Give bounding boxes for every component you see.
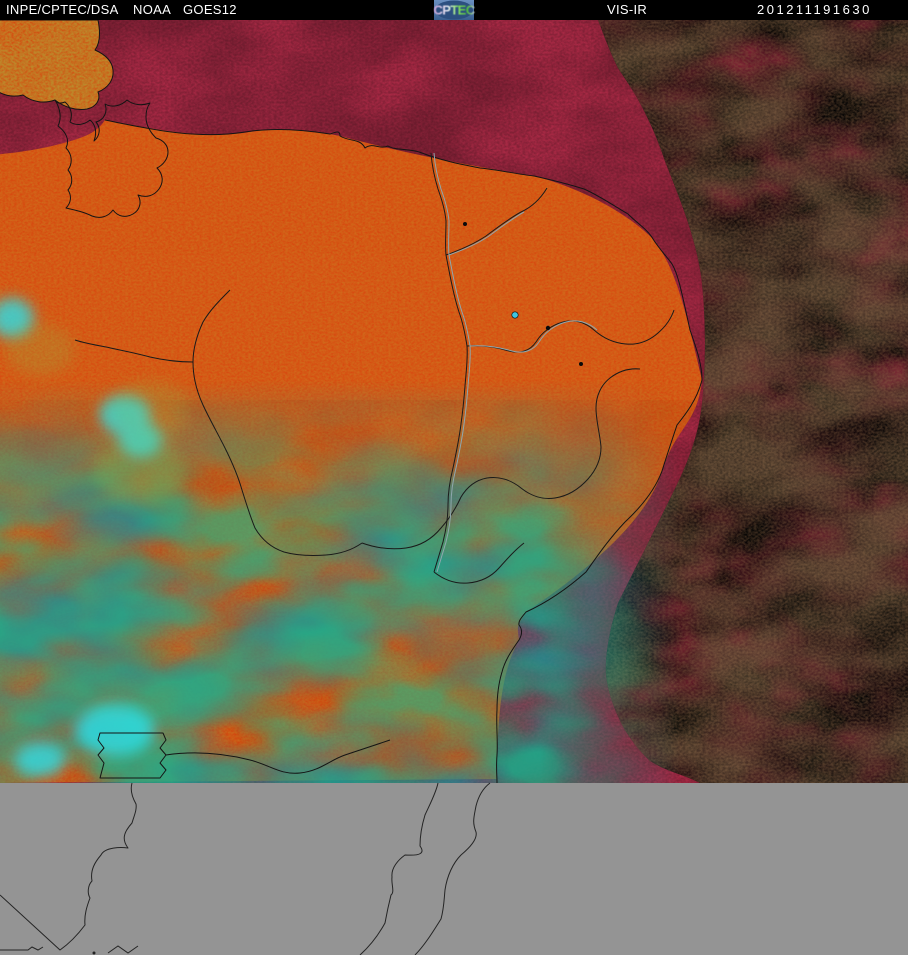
svg-text:VIS-IR: VIS-IR [607,2,647,17]
svg-text:NOAA: NOAA [133,2,171,17]
svg-text:INPE/CPTEC/DSA: INPE/CPTEC/DSA [6,2,119,17]
svg-text:CPTEC: CPTEC [433,3,475,18]
svg-text:GOES12: GOES12 [183,2,237,17]
svg-text:201211191630: 201211191630 [757,2,872,17]
